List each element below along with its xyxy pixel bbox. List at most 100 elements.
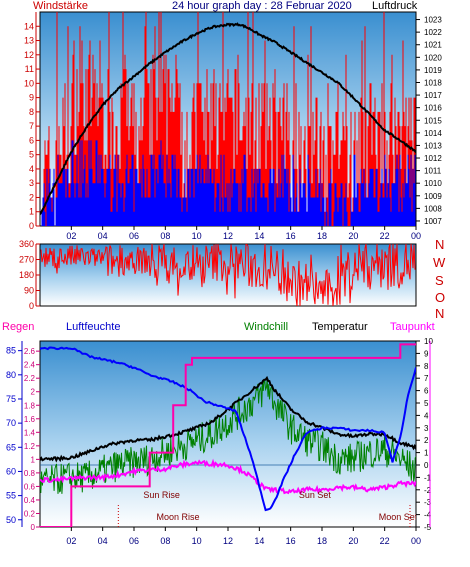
left-axis-tick-label: 9 — [29, 93, 34, 103]
temp-tick-label: 1 — [424, 449, 429, 458]
sun-rise-label: Sun Rise — [143, 490, 180, 500]
luftfeuchte-tick-label: 80 — [6, 370, 16, 380]
right-axis-tick-label: 1016 — [424, 104, 442, 113]
climate-x-tick-label: 16 — [286, 536, 296, 546]
legend-taupunkt: Taupunkt — [390, 321, 435, 333]
left-axis-tick-label: 7 — [29, 121, 34, 131]
regen-tick-label: 1.4 — [24, 428, 36, 437]
temp-tick-label: 10 — [424, 337, 433, 346]
right-axis-tick-label: 1021 — [424, 41, 442, 50]
temp-tick-label: 5 — [424, 399, 429, 408]
left-axis-tick-label: 14 — [24, 21, 34, 31]
taupunkt-line — [40, 458, 416, 495]
left-axis-tick-label: 10 — [24, 78, 34, 88]
wind-dir-letter-o: O — [435, 290, 445, 305]
regen-tick-label: 1.6 — [24, 415, 36, 424]
pressure-line — [40, 22, 416, 215]
wind-direction-clip — [40, 244, 416, 306]
regen-tick-label: 0.2 — [24, 509, 36, 518]
x-axis-tick-label: 12 — [223, 231, 233, 241]
header-right-label: Luftdruck — [372, 0, 418, 12]
regen-tick-label: 0 — [31, 523, 36, 532]
regen-tick-label: 0.8 — [24, 469, 36, 478]
climate-legend: Regen Luftfeuchte Windchill Temperatur T… — [2, 321, 435, 333]
climate-x-tick-label: 00 — [411, 536, 421, 546]
temp-tick-label: 6 — [424, 387, 429, 396]
x-axis-tick-label: 00 — [411, 231, 421, 241]
header-left-label: Windstärke — [33, 0, 88, 12]
luftfeuchte-tick-label: 60 — [6, 466, 16, 476]
temp-tick-label: -5 — [424, 523, 432, 532]
climate-x-tick-label: 14 — [254, 536, 264, 546]
header-title: 24 hour graph day : 28 Februar 2020 — [172, 0, 352, 12]
right-axis-tick-label: 1007 — [424, 217, 442, 226]
legend-windchill: Windchill — [244, 321, 288, 333]
regen-tick-label: 2 — [31, 388, 36, 397]
wind-avg-series — [41, 140, 416, 226]
regen-tick-label: 0.4 — [24, 496, 36, 505]
luftfeuchte-tick-label: 85 — [6, 346, 16, 356]
climate-clip: Sun Rise Sun Set Moon Rise Moon Set — [40, 343, 418, 527]
climate-x-tick-label: 18 — [317, 536, 327, 546]
right-axis-tick-label: 1011 — [424, 167, 442, 176]
wind-direction-plot: 0 90 180 270 360 — [19, 239, 416, 311]
x-axis-tick-label: 06 — [129, 231, 139, 241]
right-axis-tick-label: 1018 — [424, 78, 442, 87]
left-axis-tick-label: 1 — [29, 207, 34, 217]
wind-dir-tick-label: 180 — [19, 270, 34, 280]
temp-tick-label: -2 — [424, 486, 432, 495]
wind-pressure-plot: 0123456789101112131410071008100910101011… — [24, 12, 442, 241]
temp-tick-label: 4 — [424, 411, 429, 420]
luftfeuchte-tick-label: 75 — [6, 394, 16, 404]
left-axis-tick-label: 3 — [29, 178, 34, 188]
wind-dir-tick-label: 0 — [29, 301, 34, 311]
temp-tick-label: 9 — [424, 349, 429, 358]
temp-tick-label: 7 — [424, 374, 429, 383]
luftfeuchte-line — [40, 346, 416, 512]
wind-pressure-axes: 0123456789101112131410071008100910101011… — [24, 12, 442, 241]
x-axis-tick-label: 02 — [66, 231, 76, 241]
wind-direction-axes: 0 90 180 270 360 — [19, 239, 40, 311]
right-axis-tick-label: 1022 — [424, 28, 442, 37]
wind-dir-letter-n-top: N — [435, 237, 444, 252]
sun-moon-events: Sun Rise Sun Set Moon Rise Moon Set — [117, 490, 418, 527]
x-axis-tick-label: 18 — [317, 231, 327, 241]
right-axis-tick-label: 1019 — [424, 66, 442, 75]
regen-tick-label: 1 — [31, 455, 36, 464]
right-axis-tick-label: 1008 — [424, 204, 442, 213]
regen-tick-label: 0.6 — [24, 482, 36, 491]
right-axis-tick-label: 1010 — [424, 179, 442, 188]
moon-set-label: Moon Set — [379, 512, 418, 522]
left-axis-tick-label: 6 — [29, 135, 34, 145]
x-axis-tick-label: 08 — [160, 231, 170, 241]
legend-regen: Regen — [2, 321, 34, 333]
regen-line — [40, 343, 416, 527]
temp-tick-label: 2 — [424, 436, 429, 445]
climate-x-tick-label: 20 — [348, 536, 358, 546]
wind-dir-tick-label: 90 — [24, 286, 34, 296]
wind-dir-tick-label: 270 — [19, 255, 34, 265]
climate-x-tick-label: 02 — [66, 536, 76, 546]
temp-tick-label: -3 — [424, 498, 432, 507]
left-axis-tick-label: 2 — [29, 192, 34, 202]
right-axis-tick-label: 1009 — [424, 192, 442, 201]
right-axis-tick-label: 1015 — [424, 116, 442, 125]
climate-axes: 505560657075808500.20.40.60.811.21.41.61… — [6, 337, 433, 546]
regen-tick-label: 2.6 — [24, 347, 36, 356]
right-axis-tick-label: 1012 — [424, 154, 442, 163]
luftfeuchte-tick-label: 55 — [6, 491, 16, 501]
legend-temperatur: Temperatur — [312, 321, 368, 333]
wind-dir-letter-s: S — [435, 273, 444, 288]
climate-x-tick-label: 08 — [160, 536, 170, 546]
climate-x-tick-label: 12 — [223, 536, 233, 546]
temp-tick-label: 3 — [424, 424, 429, 433]
wind-dir-letter-w: W — [433, 255, 446, 270]
temp-tick-label: -4 — [424, 511, 432, 520]
left-axis-tick-label: 5 — [29, 150, 34, 160]
temp-tick-label: -1 — [424, 473, 432, 482]
right-axis-tick-label: 1023 — [424, 16, 442, 25]
left-axis-tick-label: 4 — [29, 164, 34, 174]
